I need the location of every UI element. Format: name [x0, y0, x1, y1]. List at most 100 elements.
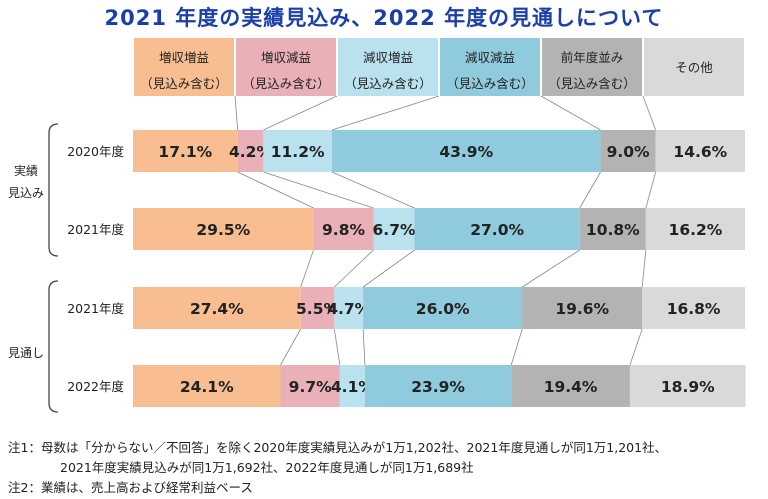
data-label: 9.0%	[607, 143, 650, 161]
data-label: 19.6%	[555, 300, 609, 318]
legend-swatch	[134, 38, 234, 96]
data-label: 19.4%	[544, 378, 598, 396]
data-label: 6.7%	[373, 221, 416, 239]
group-label-actual: 実績 見込み	[4, 160, 48, 204]
data-label: 26.0%	[416, 300, 470, 318]
bar-segment	[133, 287, 301, 329]
bar-segment	[655, 130, 745, 172]
legend-label: 前年度並み	[561, 50, 624, 65]
legend-swatch	[338, 38, 438, 96]
data-label: 14.6%	[673, 143, 727, 161]
bracket-forecast	[48, 280, 59, 413]
connector-line	[333, 328, 341, 366]
category-label: 2021年度	[67, 301, 124, 316]
data-label: 4.1%	[331, 378, 374, 396]
legend-sublabel: （見込み含む）	[344, 76, 432, 91]
connector-line	[629, 328, 643, 366]
data-label: 16.8%	[667, 300, 721, 318]
bar-segment	[511, 365, 630, 407]
connector-line	[263, 171, 374, 209]
bar-segment	[629, 365, 746, 407]
bar-segment	[339, 365, 365, 407]
bar-segment	[364, 365, 512, 407]
bar-segment	[313, 208, 374, 250]
data-label: 27.0%	[470, 221, 524, 239]
bar-segment	[579, 208, 646, 250]
data-label: 17.1%	[158, 143, 212, 161]
connector-line	[237, 171, 314, 209]
bar-segment	[414, 208, 580, 250]
legend-swatch	[542, 38, 642, 96]
bar-segment	[334, 287, 364, 329]
bar-segment	[331, 130, 601, 172]
footnote-1: 注1：母数は「分からない／不回答」を除く2020年度実績見込みが1万1,202社…	[8, 440, 668, 455]
legend-sublabel: （見込み含む）	[242, 76, 330, 91]
data-label: 24.1%	[180, 378, 234, 396]
data-label: 23.9%	[411, 378, 465, 396]
bar-segment	[237, 130, 264, 172]
bar-segment	[522, 287, 643, 329]
bracket-actual	[48, 123, 59, 257]
data-label: 43.9%	[439, 143, 493, 161]
bar-segment	[133, 365, 281, 407]
data-label: 9.8%	[322, 221, 365, 239]
connector-line	[334, 249, 374, 288]
legend-label: 増収減益	[261, 50, 311, 65]
legend-label: 増収増益	[159, 50, 209, 65]
legend-sublabel: （見込み含む）	[548, 76, 636, 91]
data-label: 11.2%	[271, 143, 325, 161]
legend-swatch	[236, 38, 336, 96]
data-label: 4.2%	[229, 143, 272, 161]
legend-label: その他	[675, 60, 713, 75]
footnotes: 注1：母数は「分からない／不回答」を除く2020年度実績見込みが1万1,202社…	[0, 438, 667, 498]
group-label-actual-line2: 見込み	[7, 186, 44, 200]
bar-segment	[300, 287, 335, 329]
bar-segment	[263, 130, 332, 172]
data-label: 29.5%	[196, 221, 250, 239]
connector-line	[362, 328, 366, 366]
connector-line	[645, 171, 657, 209]
stacked-bar-chart: 増収増益 （見込み含む） 増収減益 （見込み含む） 減収増益 （見込み含む） 減収減益 （見込…	[48, 38, 746, 413]
data-label: 5.5%	[296, 300, 339, 318]
legend-sublabel: （見込み含む）	[446, 76, 534, 91]
legend-sublabel: （見込み含む）	[140, 76, 228, 91]
category-label: 2021年度	[67, 222, 124, 237]
data-label: 27.4%	[190, 300, 244, 318]
connector-line	[642, 95, 657, 131]
bar-segment	[645, 208, 745, 250]
data-label: 18.9%	[661, 378, 715, 396]
connector-line	[280, 328, 302, 366]
data-label: 10.8%	[586, 221, 640, 239]
legend-swatch	[440, 38, 540, 96]
footnote-1-cont: 2021年度実績見込みが同1万1,692社、2022年度見通しが同1万1,689…	[60, 460, 474, 475]
chart-title: 2021 年度の実績見込み、2022 年度の見通しについて	[104, 6, 664, 30]
bar-segment	[280, 365, 340, 407]
connector-line	[522, 249, 580, 288]
category-label: 2020年度	[67, 144, 124, 159]
connector-line	[510, 328, 523, 366]
connector-line	[362, 249, 415, 288]
data-label: 16.2%	[669, 221, 723, 239]
bar-segment	[642, 287, 745, 329]
legend-swatch	[644, 38, 744, 96]
data-label: 4.7%	[327, 300, 370, 318]
connector-line	[540, 95, 601, 131]
group-label-actual-line1: 実績	[13, 164, 38, 178]
data-label: 9.7%	[289, 378, 332, 396]
legend-label: 減収減益	[465, 50, 515, 65]
bar-segment	[600, 130, 656, 172]
bar-segment	[373, 208, 415, 250]
connector-line	[263, 95, 338, 131]
connector-line	[641, 249, 647, 288]
bar-segment	[133, 130, 238, 172]
bar-segment	[363, 287, 523, 329]
connector-line	[579, 171, 601, 209]
connector-line	[331, 95, 440, 131]
legend-label: 減収増益	[363, 50, 413, 65]
category-label: 2022年度	[67, 379, 124, 394]
connector-line	[234, 95, 239, 131]
group-label-forecast: 見通し	[7, 346, 44, 360]
connector-line	[331, 171, 415, 209]
footnote-2: 注2：業績は、売上高および経常利益ベース	[8, 480, 253, 495]
connector-line	[300, 249, 314, 288]
